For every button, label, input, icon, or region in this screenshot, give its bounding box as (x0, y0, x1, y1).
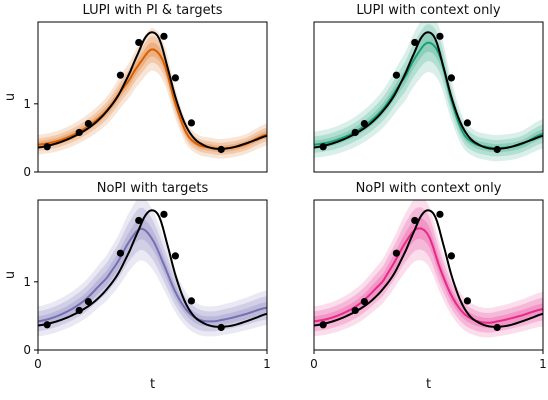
observation-point (493, 323, 501, 332)
observation-point (360, 119, 368, 128)
observation-point (135, 38, 143, 47)
observation-point (171, 252, 179, 260)
axes-frame (37, 199, 268, 351)
observation-point (217, 145, 225, 154)
observation-point (171, 74, 179, 82)
panel-title: LUPI with PI & targets (82, 3, 222, 18)
observation-point (319, 321, 327, 329)
observation-point (463, 297, 472, 305)
uncertainty-band-2 (38, 36, 267, 156)
plot-area (314, 22, 543, 162)
x-tick-label: 1 (263, 357, 271, 371)
y-axis-label: u (3, 271, 18, 279)
observation-point (360, 297, 368, 306)
uncertainty-band-3 (38, 42, 267, 153)
observation-point (160, 210, 168, 218)
true-solution-line (38, 31, 267, 150)
observation-point (392, 249, 401, 257)
observation-point (84, 297, 92, 306)
uncertainty-band-1 (314, 200, 543, 338)
axes-frame (313, 21, 544, 173)
observation-point (436, 210, 444, 218)
observation-point (187, 119, 196, 127)
x-axis-label: t (426, 377, 431, 392)
uncertainty-band-1 (38, 200, 267, 337)
true-solution-line (38, 209, 267, 328)
plot-area (314, 200, 543, 338)
panel-2: LUPI with context only (313, 3, 544, 173)
observation-point (351, 128, 359, 137)
observation-point (411, 216, 419, 225)
y-axis-label: u (3, 93, 18, 101)
predicted-mean-line (38, 227, 267, 323)
observation-point (43, 143, 51, 151)
observation-point (187, 297, 196, 305)
panel-4: NoPI with context only 0 1 t (310, 181, 547, 392)
axes-frame (37, 21, 268, 173)
y-tick-label: 1 (23, 275, 31, 289)
axes-frame (313, 199, 544, 351)
observation-point (160, 32, 168, 40)
observation-point (84, 119, 92, 128)
observation-point (463, 119, 472, 127)
observation-point (447, 74, 455, 82)
y-tick-label: 0 (23, 165, 31, 179)
panel-title: NoPI with context only (356, 181, 502, 196)
observation-point (392, 71, 401, 79)
true-solution-line (314, 209, 543, 328)
observation-point (75, 306, 83, 315)
y-tick-label: 1 (23, 97, 31, 111)
uncertainty-band-1 (314, 22, 543, 162)
observation-point (447, 252, 455, 260)
observation-point (116, 249, 125, 257)
panel-title: NoPI with targets (97, 181, 209, 196)
observation-point (75, 128, 83, 137)
observation-point (411, 38, 419, 47)
x-tick-label: 1 (539, 357, 547, 371)
observation-point (135, 216, 143, 225)
observation-point (116, 71, 125, 79)
x-tick-label: 0 (310, 357, 318, 371)
plot-area (38, 200, 267, 337)
observation-point (436, 32, 444, 40)
y-tick-label: 0 (23, 343, 31, 357)
observation-point (217, 323, 225, 332)
panel-1: LUPI with PI & targets 0 1u (3, 3, 268, 179)
observation-point (319, 143, 327, 151)
x-tick-label: 0 (34, 357, 42, 371)
panel-title: LUPI with context only (356, 3, 501, 18)
observation-point (351, 306, 359, 315)
uncertainty-band-1 (38, 28, 267, 159)
observation-point (493, 145, 501, 154)
observation-point (43, 321, 51, 329)
x-axis-label: t (150, 377, 155, 392)
plot-area (38, 28, 267, 159)
true-solution-line (314, 31, 543, 150)
